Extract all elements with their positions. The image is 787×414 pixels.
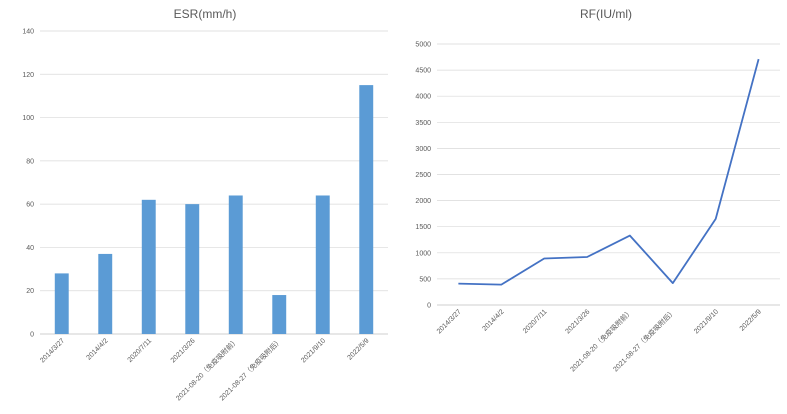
rf-x-tick-label: 2014/4/2: [482, 308, 506, 332]
esr-bar: [98, 253, 113, 334]
rf-line-chart: RF(IU/ml) 0 500 1000 1500 2000 2500 3000 3500 40…: [415, 7, 780, 373]
esr-x-tick-label: 2014/4/2: [85, 337, 109, 361]
rf-y-tick-label: 1500: [415, 224, 431, 231]
rf-x-tick-label: 2022/5/9: [739, 308, 763, 332]
esr-y-tick-label: 100: [22, 115, 34, 122]
esr-y-tick-label: 140: [22, 29, 34, 36]
esr-y-tick-label: 20: [26, 288, 34, 295]
rf-y-tick-label: 4500: [415, 68, 431, 75]
rf-y-tick-label: 4000: [415, 94, 431, 101]
rf-y-tick-label: 2000: [415, 198, 431, 205]
rf-x-tick-label: 2021/3/26: [564, 308, 591, 335]
rf-y-tick-label: 5000: [415, 42, 431, 49]
rf-y-tick-label: 0: [427, 303, 431, 310]
rf-series-line: [458, 58, 760, 286]
esr-y-tick-label: 0: [30, 332, 34, 339]
rf-x-tick-label: 2021/9/10: [693, 308, 720, 335]
esr-y-tick-label: 60: [26, 202, 34, 209]
esr-bar-chart: ESR(mm/h) 0 20 40 60 80 100 120 140 2014/3/27 201…: [22, 7, 388, 402]
rf-chart-title: RF(IU/ml): [580, 7, 632, 21]
esr-y-tick-label: 80: [26, 158, 34, 165]
esr-x-tick-label: 2020/7/11: [127, 337, 154, 364]
esr-bar: [141, 199, 156, 334]
rf-y-tick-label: 3500: [415, 120, 431, 127]
rf-y-tick-label: 1000: [415, 250, 431, 257]
esr-y-tick-label: 120: [22, 72, 34, 79]
rf-y-tick-label: 3000: [415, 146, 431, 153]
esr-chart-title: ESR(mm/h): [174, 7, 237, 21]
esr-bar: [315, 195, 330, 334]
esr-bar: [185, 204, 200, 334]
rf-x-tick-label: 2014/3/27: [436, 308, 463, 335]
esr-y-tick-label: 40: [26, 245, 34, 252]
esr-x-tick-label: 2014/3/27: [39, 337, 66, 364]
rf-y-tick-label: 500: [419, 276, 431, 283]
rf-y-tick-label: 2500: [415, 172, 431, 179]
esr-x-tick-label: 2022/5/9: [346, 337, 370, 361]
esr-bar: [54, 273, 69, 334]
esr-bar: [272, 295, 287, 334]
esr-bar: [359, 85, 374, 334]
rf-x-tick-label: 2020/7/11: [522, 308, 549, 335]
esr-x-tick-label: 2021/9/10: [300, 337, 327, 364]
esr-bar: [228, 195, 243, 334]
esr-x-tick-label: 2021/3/26: [170, 337, 197, 364]
